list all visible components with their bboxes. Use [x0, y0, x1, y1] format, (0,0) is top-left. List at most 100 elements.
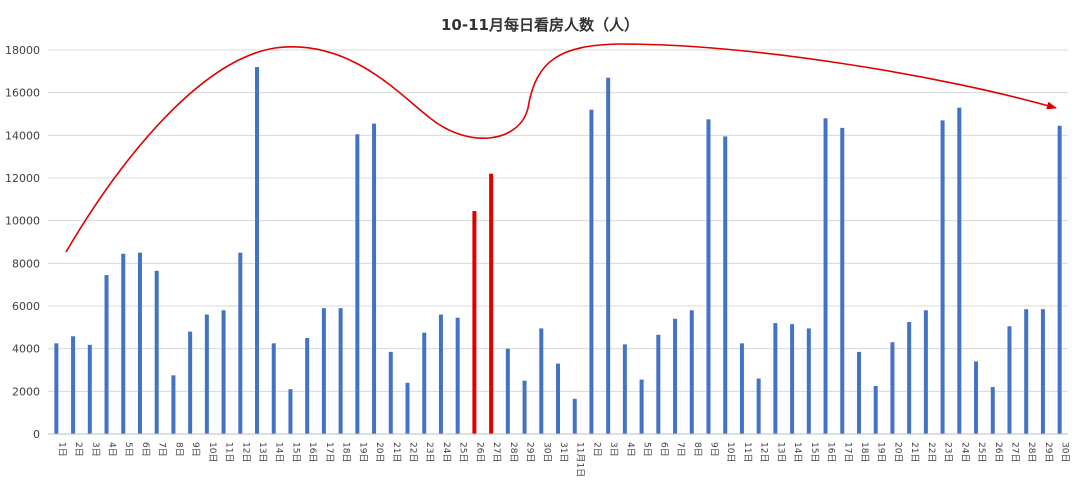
- x-tick-label: 25日: [458, 442, 469, 462]
- x-tick-label: 5日: [123, 442, 134, 457]
- x-tick-label: 16日: [826, 442, 837, 462]
- bar: [238, 252, 243, 434]
- bar: [505, 348, 510, 434]
- bar: [255, 67, 260, 435]
- bar: [990, 387, 995, 434]
- y-axis-tick-labels: 0 2000 4000 6000 8000 10000 12000 14000 16000 180…: [5, 44, 40, 441]
- bars: [54, 67, 1062, 435]
- x-tick-label: 5日: [642, 442, 653, 457]
- bar: [355, 134, 360, 434]
- gridlines: [48, 49, 1068, 392]
- bar: [1057, 125, 1062, 434]
- y-tick-label: 18000: [5, 44, 40, 57]
- bar: [706, 119, 711, 434]
- x-tick-label: 10日: [725, 442, 736, 462]
- x-tick-label: 3日: [90, 442, 101, 457]
- bar: [974, 361, 979, 434]
- bar: [656, 334, 661, 434]
- x-tick-label: 14日: [274, 442, 285, 462]
- x-tick-label: 21日: [909, 442, 920, 462]
- x-tick-label: 8日: [173, 442, 184, 457]
- chart-title: 10-11月每日看房人数（人）: [441, 16, 639, 34]
- bar: [1007, 326, 1012, 434]
- x-tick-label: 24日: [959, 442, 970, 462]
- x-tick-label: 22日: [408, 442, 419, 462]
- bar: [556, 363, 560, 434]
- bar: [856, 351, 861, 434]
- x-tick-label: 14日: [792, 442, 803, 462]
- x-tick-label: 6日: [140, 442, 151, 457]
- x-tick-label: 4日: [107, 442, 118, 457]
- bar-highlighted: [489, 173, 494, 434]
- bar: [907, 322, 912, 434]
- bar: [71, 336, 76, 434]
- bar: [639, 379, 644, 434]
- y-tick-label: 0: [33, 428, 40, 441]
- bar: [840, 127, 845, 434]
- x-tick-label: 16日: [307, 442, 318, 462]
- x-tick-label: 12日: [240, 442, 251, 462]
- bar: [622, 344, 627, 434]
- x-tick-label: 29日: [1043, 442, 1054, 462]
- x-tick-label: 27日: [491, 442, 502, 462]
- x-tick-label: 18日: [341, 442, 352, 462]
- x-tick-label: 11月1日: [575, 442, 586, 477]
- y-tick-label: 6000: [12, 300, 40, 313]
- x-tick-label: 31日: [558, 442, 569, 462]
- bar: [104, 275, 109, 434]
- x-tick-label: 30日: [1060, 442, 1071, 462]
- x-tick-label: 7日: [157, 442, 168, 457]
- bar: [739, 343, 744, 434]
- y-tick-label: 14000: [5, 129, 40, 142]
- bar: [154, 270, 159, 434]
- bar: [372, 123, 377, 434]
- y-tick-label: 2000: [12, 385, 40, 398]
- y-tick-label: 8000: [12, 257, 40, 270]
- bar: [54, 343, 59, 434]
- x-tick-label: 2日: [73, 442, 84, 457]
- x-tick-label: 19日: [876, 442, 887, 462]
- bar: [606, 77, 611, 434]
- bar: [137, 252, 142, 434]
- bar: [890, 342, 895, 434]
- x-tick-label: 9日: [190, 442, 201, 457]
- bar: [1024, 309, 1029, 434]
- bar-highlighted: [472, 211, 477, 434]
- x-tick-label: 29日: [525, 442, 536, 462]
- x-tick-label: 19日: [357, 442, 368, 462]
- x-tick-label: 30日: [541, 442, 552, 462]
- x-tick-label: 15日: [290, 442, 301, 462]
- x-tick-label: 4日: [625, 442, 636, 457]
- bar: [873, 386, 878, 434]
- bar: [723, 136, 728, 434]
- bar: [422, 332, 427, 434]
- x-tick-label: 21日: [391, 442, 402, 462]
- x-tick-label: 27日: [1009, 442, 1020, 462]
- bar: [589, 109, 594, 434]
- bar: [405, 382, 410, 434]
- bar: [756, 378, 761, 434]
- y-tick-label: 16000: [5, 87, 40, 100]
- bar: [221, 310, 226, 434]
- x-tick-label: 2日: [591, 442, 602, 457]
- bar: [522, 380, 527, 434]
- bar: [188, 331, 193, 434]
- bar: [823, 118, 828, 435]
- x-tick-label: 15日: [809, 442, 820, 462]
- x-tick-label: 13日: [775, 442, 786, 462]
- x-tick-label: 17日: [324, 442, 335, 462]
- y-tick-label: 12000: [5, 172, 40, 185]
- bar: [673, 318, 678, 434]
- bar: [790, 324, 795, 434]
- bar: [940, 120, 945, 435]
- bar: [288, 389, 293, 434]
- x-tick-label: 20日: [374, 442, 385, 462]
- x-tick-label: 7日: [675, 442, 686, 457]
- x-tick-label: 23日: [424, 442, 435, 462]
- x-tick-label: 10日: [207, 442, 218, 462]
- x-tick-label: 24日: [441, 442, 452, 462]
- x-tick-label: 12日: [759, 442, 770, 462]
- x-tick-label: 11日: [224, 442, 235, 462]
- bar: [1040, 309, 1045, 434]
- x-tick-label: 26日: [993, 442, 1004, 462]
